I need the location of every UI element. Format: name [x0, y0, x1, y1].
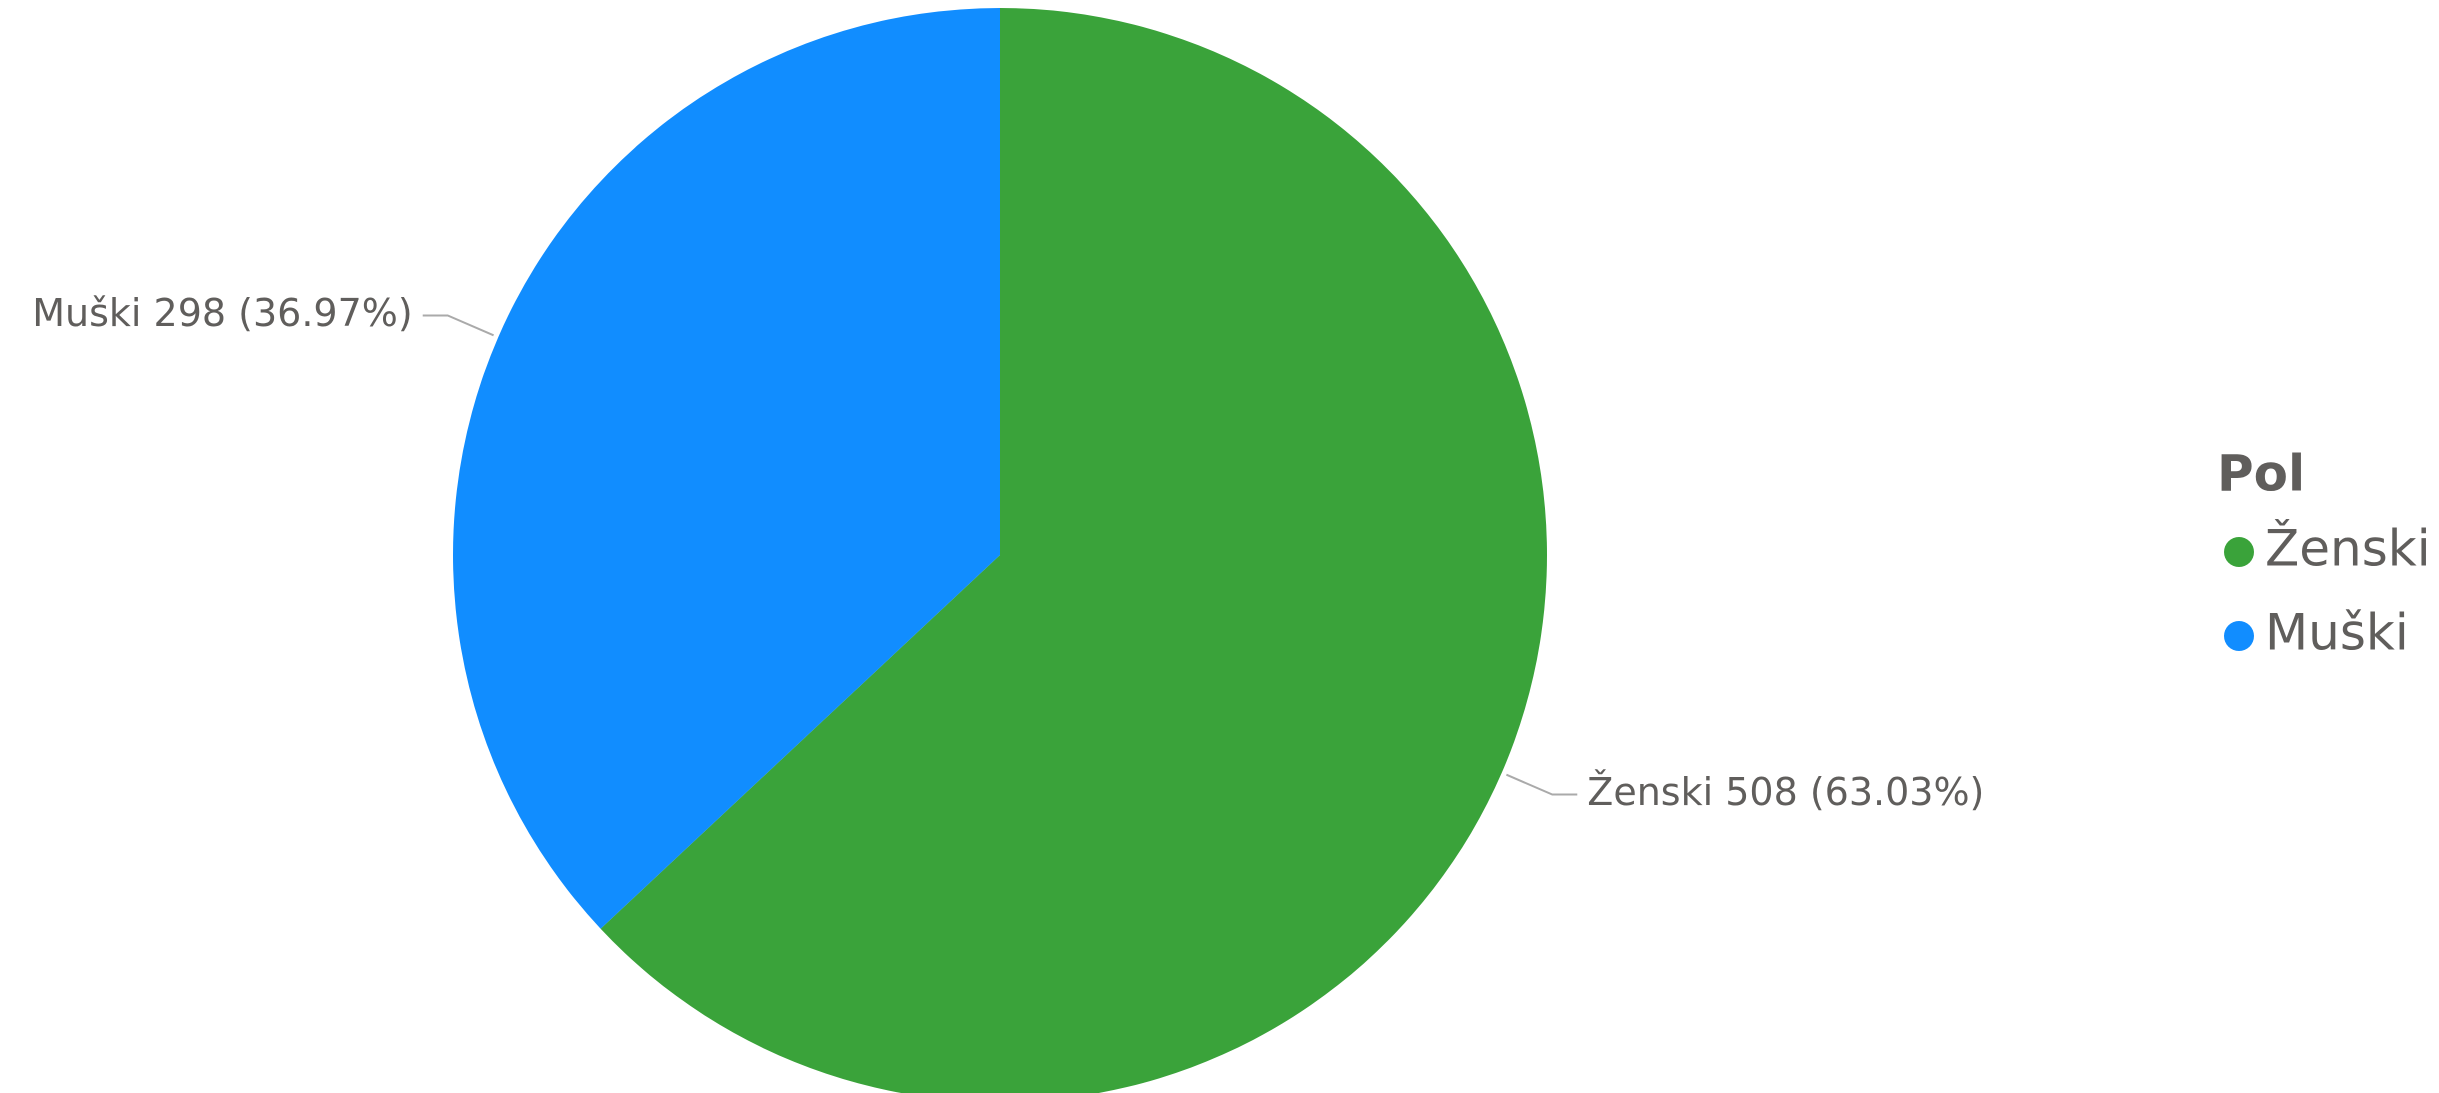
legend-label: Ženski: [2265, 519, 2431, 578]
legend-marker: [2224, 621, 2254, 651]
data-label: Ženski 508 (63.03%): [1587, 770, 1984, 814]
pie-slice: [452, 8, 1000, 929]
data-label: Muški 298 (36.97%): [32, 291, 412, 335]
legend-label: Muški: [2265, 604, 2409, 662]
leader-line: [422, 314, 494, 337]
legend-marker: [2224, 537, 2254, 567]
legend-title: Pol: [2217, 445, 2305, 503]
pie-slice: [600, 8, 1547, 1093]
leader-line: [1506, 773, 1578, 796]
